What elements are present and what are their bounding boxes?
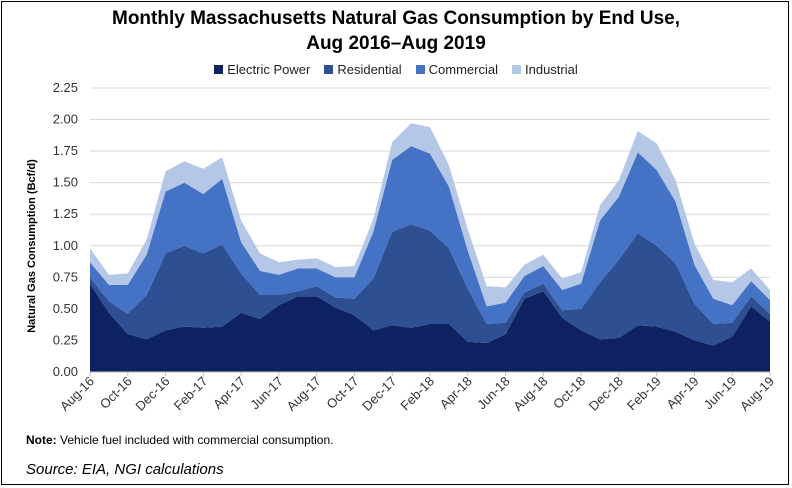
chart-source: Source: EIA, NGI calculations <box>26 461 224 478</box>
x-tick-label: Oct-17 <box>323 374 361 412</box>
legend-label-commercial: Commercial <box>428 62 498 77</box>
area-residential <box>90 224 770 346</box>
y-axis-ticks: 0.00 0.25 0.50 0.75 1.00 1.25 1.50 1.75 2.00 2.25 <box>53 80 78 379</box>
chart-note: Note: Vehicle fuel included with commerc… <box>26 433 333 447</box>
x-tick-label: Feb-19 <box>624 374 664 414</box>
area-electric-power <box>90 283 770 372</box>
x-tick-label: Apr-17 <box>210 374 248 412</box>
x-tick-label: Apr-18 <box>437 374 475 412</box>
x-tick-label: Dec-18 <box>586 374 626 414</box>
y-tick-label: 0.00 <box>53 364 78 379</box>
y-tick-label: 0.50 <box>53 301 78 316</box>
legend: Electric Power Residential Commercial In… <box>0 62 792 77</box>
legend-swatch-industrial <box>512 65 521 74</box>
legend-label-industrial: Industrial <box>525 62 578 77</box>
y-tick-label: 1.00 <box>53 238 78 253</box>
x-tick-label: Apr-19 <box>663 374 701 412</box>
x-tick-label: Jun-17 <box>247 374 286 413</box>
x-tick-label: Aug-19 <box>737 374 777 414</box>
note-label: Note: <box>26 433 57 447</box>
x-tick-label: Aug-18 <box>510 374 550 414</box>
x-tick-label: Dec-16 <box>132 374 172 414</box>
legend-label-electric-power: Electric Power <box>227 62 311 77</box>
y-tick-label: 2.00 <box>53 112 78 127</box>
x-tick-label: Aug-17 <box>284 374 324 414</box>
legend-swatch-commercial <box>415 65 425 74</box>
y-tick-label: 0.75 <box>53 269 78 284</box>
chart-title-line1: Monthly Massachusetts Natural Gas Consum… <box>112 8 680 29</box>
note-text: Vehicle fuel included with commercial co… <box>56 433 334 447</box>
area-industrial <box>90 123 770 307</box>
y-axis-title: Natural Gas Consumption (Bcf/d) <box>26 159 38 333</box>
y-tick-label: 1.75 <box>53 143 78 158</box>
x-tick-label: Oct-16 <box>97 374 135 412</box>
legend-item-electric-power: Electric Power <box>214 62 310 77</box>
x-tick-label: Oct-18 <box>550 374 588 412</box>
legend-item-residential: Residential <box>324 62 402 77</box>
y-tick-label: 1.25 <box>53 206 78 221</box>
x-tick-label: Aug-16 <box>57 374 97 414</box>
x-tick-label: Feb-18 <box>397 374 437 414</box>
legend-label-residential: Residential <box>337 62 402 77</box>
y-tick-label: 2.25 <box>53 80 78 95</box>
legend-swatch-residential <box>324 65 334 74</box>
x-tick-label: Dec-17 <box>359 374 399 414</box>
legend-swatch-electric-power <box>214 65 224 74</box>
legend-item-commercial: Commercial <box>415 62 498 77</box>
x-tick-label: Jun-18 <box>474 374 513 413</box>
y-tick-label: 1.50 <box>53 175 78 190</box>
area-series <box>90 123 770 373</box>
x-tick-label: Jun-19 <box>701 374 740 413</box>
area-commercial <box>90 146 770 324</box>
legend-item-industrial: Industrial <box>512 62 578 77</box>
y-tick-label: 0.25 <box>53 332 78 347</box>
x-tick-label: Feb-17 <box>171 374 211 414</box>
chart-title-line2: Aug 2016–Aug 2019 <box>306 33 486 54</box>
